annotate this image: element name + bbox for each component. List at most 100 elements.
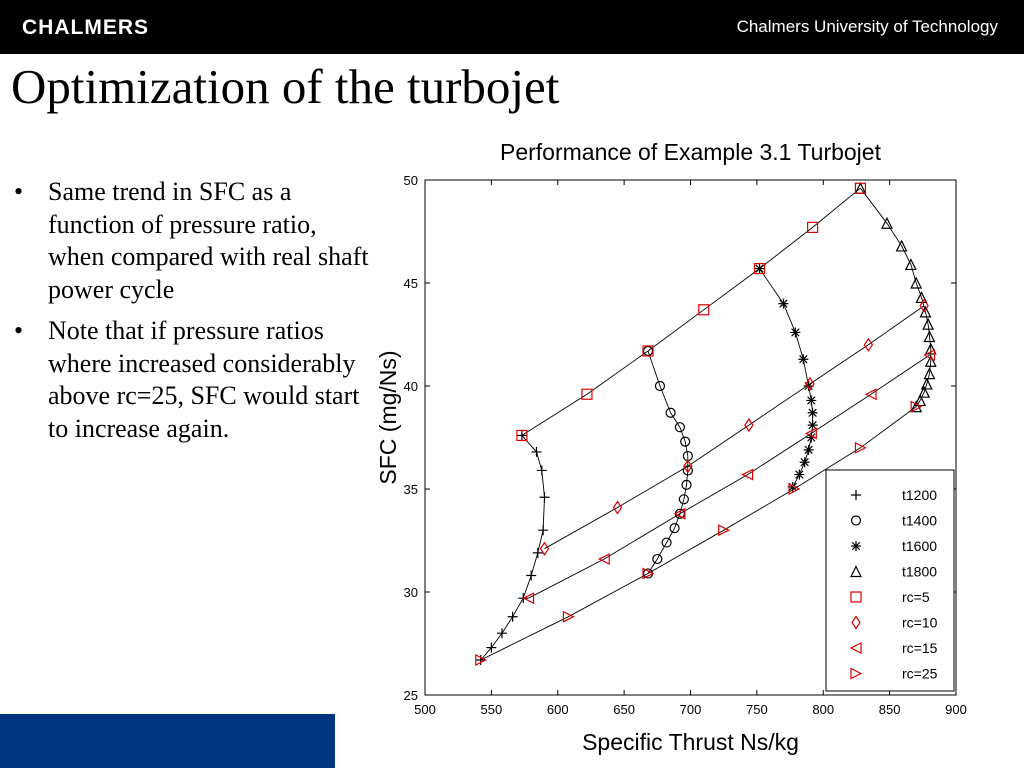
- chalmers-logo: CHALMERS: [22, 16, 149, 39]
- data-point-rc5: [854, 182, 867, 194]
- data-point-t1800: [880, 216, 893, 229]
- data-point-t1200: [532, 547, 543, 558]
- data-point-t1800: [918, 385, 931, 398]
- legend-label: t1800: [902, 564, 937, 580]
- y-tick-label: 40: [404, 379, 418, 394]
- data-point-t1200: [538, 525, 549, 536]
- data-point-t1200: [526, 570, 537, 581]
- series-line-rc10: [544, 305, 925, 550]
- data-point-t1600: [794, 469, 805, 480]
- data-point-rc5: [698, 304, 710, 316]
- chart-title: Performance of Example 3.1 Turbojet: [500, 139, 882, 165]
- data-point-rc15: [673, 507, 686, 520]
- series-line-t1200: [480, 435, 545, 661]
- data-point-t1200: [539, 492, 550, 503]
- data-point-t1200: [531, 446, 542, 457]
- university-name: Chalmers University of Technology: [736, 17, 998, 36]
- data-point-t1800: [923, 330, 936, 343]
- x-tick-label: 550: [481, 702, 503, 717]
- footer-color-block: [0, 714, 335, 768]
- legend-marker: [851, 615, 861, 630]
- data-point-rc10: [744, 418, 754, 433]
- data-point-t1800: [915, 291, 928, 304]
- data-point-t1400: [682, 465, 693, 476]
- legend-label: t1400: [902, 513, 937, 529]
- legend-marker: [851, 490, 861, 500]
- data-point-t1200: [516, 430, 527, 441]
- data-point-rc5: [516, 429, 528, 442]
- data-point-t1600: [787, 481, 798, 492]
- data-point-t1800: [922, 317, 935, 330]
- data-point-t1600: [798, 354, 809, 365]
- data-point-rc25: [910, 400, 923, 413]
- data-point-rc10: [919, 298, 929, 313]
- data-point-t1200: [486, 642, 497, 653]
- bullet-glyph: •: [14, 177, 24, 206]
- data-point-rc5: [753, 262, 766, 275]
- data-point-t1800: [910, 400, 923, 413]
- data-point-t1600: [806, 395, 817, 406]
- data-point-t1600: [806, 432, 817, 443]
- data-point-rc15: [522, 592, 535, 605]
- data-point-t1800: [920, 377, 933, 390]
- y-axis-label: SFC (mg/Ns): [375, 350, 401, 484]
- legend-label: rc=10: [902, 615, 938, 631]
- data-point-rc15: [741, 468, 754, 481]
- y-tick-label: 30: [404, 585, 418, 600]
- data-point-t1400: [680, 436, 691, 447]
- header-bar: CHALMERS Chalmers University of Technolo…: [0, 0, 1024, 54]
- x-tick-label: 650: [613, 702, 635, 717]
- data-point-t1800: [923, 367, 936, 380]
- data-point-t1400: [661, 537, 672, 548]
- data-point-t1600: [803, 381, 814, 391]
- data-point-rc10: [805, 376, 815, 392]
- data-point-rc10: [863, 337, 874, 352]
- x-tick-label: 800: [812, 702, 834, 717]
- x-tick-label: 500: [414, 702, 436, 717]
- series-line-t1400: [647, 350, 689, 574]
- data-point-t1200: [507, 611, 518, 622]
- legend-marker: [850, 667, 863, 680]
- legend-marker: [850, 591, 862, 603]
- legend-label: rc=25: [902, 666, 938, 682]
- legend-marker: [849, 642, 862, 654]
- bullet-text: Same trend in SFC as a function of press…: [48, 177, 369, 304]
- data-point-t1600: [807, 407, 818, 418]
- legend-marker: [850, 565, 862, 578]
- legend-label: rc=15: [902, 640, 938, 656]
- data-point-t1400: [681, 479, 692, 490]
- data-point-t1800: [895, 239, 908, 252]
- data-point-rc25: [718, 524, 731, 537]
- bullet-item: • Note that if pressure ratios where incr…: [14, 315, 374, 445]
- data-point-t1200: [475, 654, 486, 665]
- data-point-t1400: [674, 422, 685, 433]
- data-point-rc25: [562, 610, 575, 623]
- bullet-glyph: •: [14, 316, 24, 345]
- legend-marker: [851, 541, 861, 551]
- data-point-rc25: [475, 654, 488, 666]
- y-tick-label: 45: [404, 276, 418, 291]
- data-point-rc15: [923, 349, 936, 362]
- data-point-rc5: [807, 221, 819, 233]
- data-point-t1800: [919, 305, 932, 318]
- data-point-rc25: [642, 567, 655, 580]
- data-point-rc25: [854, 441, 867, 454]
- legend-label: rc=5: [902, 589, 930, 605]
- data-point-t1800: [914, 394, 927, 407]
- data-point-t1600: [803, 444, 814, 455]
- data-point-rc5: [642, 345, 654, 357]
- y-tick-label: 50: [404, 173, 418, 188]
- data-point-rc15: [597, 553, 610, 566]
- legend-box: [825, 469, 955, 692]
- data-point-t1400: [654, 380, 666, 392]
- series-line-rc15: [528, 354, 930, 599]
- series-line-rc5: [521, 187, 861, 436]
- x-axis-label: Specific Thrust Ns/kg: [582, 729, 799, 755]
- slide-title: Optimization of the turbojet: [11, 59, 560, 114]
- data-point-t1400: [669, 523, 680, 534]
- x-tick-label: 750: [746, 702, 768, 717]
- data-point-rc15: [864, 388, 877, 401]
- data-point-t1200: [496, 628, 507, 639]
- bullet-text: Note that if pressure ratios where incre…: [48, 316, 360, 443]
- y-tick-label: 35: [404, 482, 418, 497]
